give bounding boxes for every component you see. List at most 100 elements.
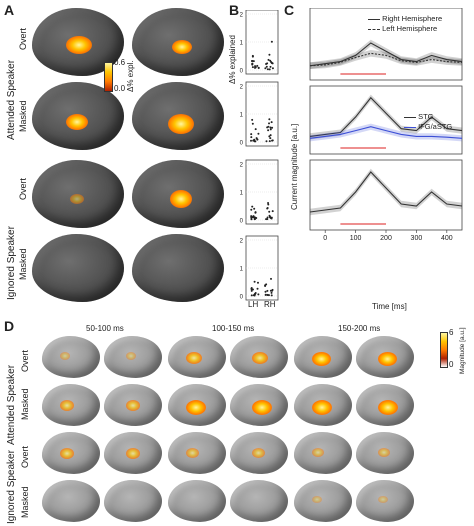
- panel-c-xtick: 300: [411, 235, 423, 242]
- panel-b-point: [264, 67, 267, 70]
- colorbar-a: [104, 62, 113, 92]
- activation-blob: [378, 352, 397, 366]
- brain-d-r3-c0-h1: [104, 480, 162, 522]
- panel-c-xtick: 400: [441, 235, 453, 242]
- panel-b-point: [266, 216, 269, 219]
- panel-b-point: [267, 201, 270, 204]
- panel-b-point: [250, 133, 253, 136]
- panel-b-point: [268, 210, 271, 213]
- activation-blob: [60, 400, 75, 411]
- colorbar-d: [440, 332, 448, 368]
- panel-b-xtick-rh: RH: [264, 300, 276, 309]
- panel-c-xlabel: Time [ms]: [372, 302, 407, 311]
- panel-label-a: A: [4, 2, 15, 18]
- brain-d-r0-c2-h1: [356, 336, 414, 378]
- brain-d-r1-c0-h0: [42, 384, 100, 426]
- activation-blob: [378, 448, 390, 457]
- panel-b-point: [254, 211, 257, 214]
- d-row-label-ignored: Ignored Speaker: [6, 450, 17, 524]
- row-label-overt-a2: Overt: [18, 177, 28, 200]
- panel-b-point: [256, 281, 259, 284]
- panel-b-point: [268, 214, 271, 217]
- activation-blob: [126, 448, 141, 459]
- panel-c-series-line: [309, 126, 463, 139]
- panel-b-point: [265, 218, 268, 221]
- panel-b-point: [254, 128, 257, 131]
- panel-b-point: [251, 55, 254, 58]
- colorbar-a-top: 0.6: [114, 58, 126, 67]
- brain-d-r3-c0-h0: [42, 480, 100, 522]
- panel-c-series-line: [309, 171, 463, 213]
- panel-b-point: [268, 53, 271, 56]
- activation-blob: [60, 448, 75, 459]
- panel-b-point: [269, 126, 272, 129]
- panel-b-point: [268, 135, 271, 138]
- panel-b-point: [269, 128, 272, 131]
- activation-blob: [126, 400, 141, 411]
- brain-d-r3-c2-h1: [356, 480, 414, 522]
- panel-c-xtick: 0: [323, 235, 327, 242]
- brain-d-r0-c0-h1: [104, 336, 162, 378]
- panel-b-point: [268, 68, 271, 71]
- panel-c-series-line: [309, 96, 463, 137]
- panel-c-legend-1: Right Hemisphere Left Hemisphere: [368, 14, 442, 34]
- brain-d-r2-c1-h0: [168, 432, 226, 474]
- panel-b-point: [250, 288, 253, 291]
- panel-b-point: [254, 292, 257, 295]
- panel-b-point: [271, 139, 274, 142]
- panel-b-point: [251, 118, 254, 121]
- panel-b-point: [264, 284, 267, 287]
- activation-blob: [312, 352, 331, 366]
- panel-b-point: [267, 125, 270, 128]
- brain-d-r1-c1-h0: [168, 384, 226, 426]
- window-label-3: 150-200 ms: [338, 324, 381, 333]
- brain-right-attended-masked: [132, 82, 224, 150]
- panel-b-point: [251, 122, 254, 125]
- panel-b-point: [265, 283, 268, 286]
- brain-d-r1-c2-h1: [356, 384, 414, 426]
- activation-blob: [186, 352, 202, 364]
- d-row-label-attended: Attended Speaker: [6, 364, 17, 445]
- panel-b-xtick-lh: LH: [248, 300, 259, 309]
- panel-b-point: [269, 134, 272, 137]
- brain-d-r1-c0-h1: [104, 384, 162, 426]
- panel-c-axes-1: [309, 85, 463, 155]
- brain-left-ignored-overt: [32, 160, 124, 228]
- panel-b-point: [253, 207, 256, 210]
- panel-b-point: [270, 291, 273, 294]
- panel-b-point: [256, 138, 259, 141]
- panel-b-point: [269, 59, 272, 62]
- panel-c-plot: 0 100 200 300 400: [309, 8, 463, 242]
- legend-left-hemisphere: Left Hemisphere: [382, 24, 438, 33]
- brain-left-ignored-masked: [32, 234, 124, 302]
- brain-d-r2-c2-h0: [294, 432, 352, 474]
- activation-blob: [312, 496, 322, 504]
- d-row-label-overt-1: Overt: [20, 349, 30, 372]
- panel-b-ytick: 2: [240, 13, 244, 19]
- panel-b-point: [250, 136, 253, 139]
- panel-c-band: [310, 168, 462, 216]
- panel-b-point: [266, 206, 269, 209]
- panel-b-point: [256, 287, 259, 290]
- panel-b-point: [250, 289, 253, 292]
- colorbar-d-label: Magnitude [a.u.]: [459, 327, 466, 374]
- d-row-label-overt-2: Overt: [20, 445, 30, 468]
- activation-blob: [186, 448, 199, 458]
- panel-c-band: [310, 123, 462, 142]
- row-label-masked-a1: Masked: [18, 100, 28, 132]
- panel-b-point: [257, 66, 260, 69]
- window-label-1: 50-100 ms: [86, 324, 124, 333]
- panel-b-ytick: 2: [240, 85, 244, 91]
- panel-b-ytick: 1: [240, 113, 244, 119]
- panel-c-band: [310, 39, 462, 70]
- panel-b-point: [267, 129, 270, 132]
- activation-blob: [378, 496, 388, 504]
- panel-b-point: [250, 216, 253, 219]
- panel-c-series-line: [309, 42, 463, 67]
- legend-stg: STG: [418, 112, 434, 121]
- panel-b-point: [265, 65, 268, 68]
- panel-b-point: [265, 63, 268, 66]
- panel-b-ytick: 0: [240, 141, 244, 147]
- panel-b-point: [271, 126, 274, 129]
- activation-blob: [60, 352, 71, 360]
